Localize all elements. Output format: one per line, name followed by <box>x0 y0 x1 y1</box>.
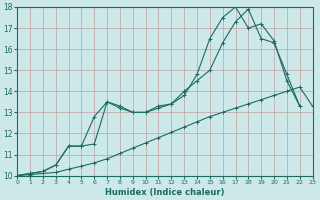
X-axis label: Humidex (Indice chaleur): Humidex (Indice chaleur) <box>105 188 225 197</box>
